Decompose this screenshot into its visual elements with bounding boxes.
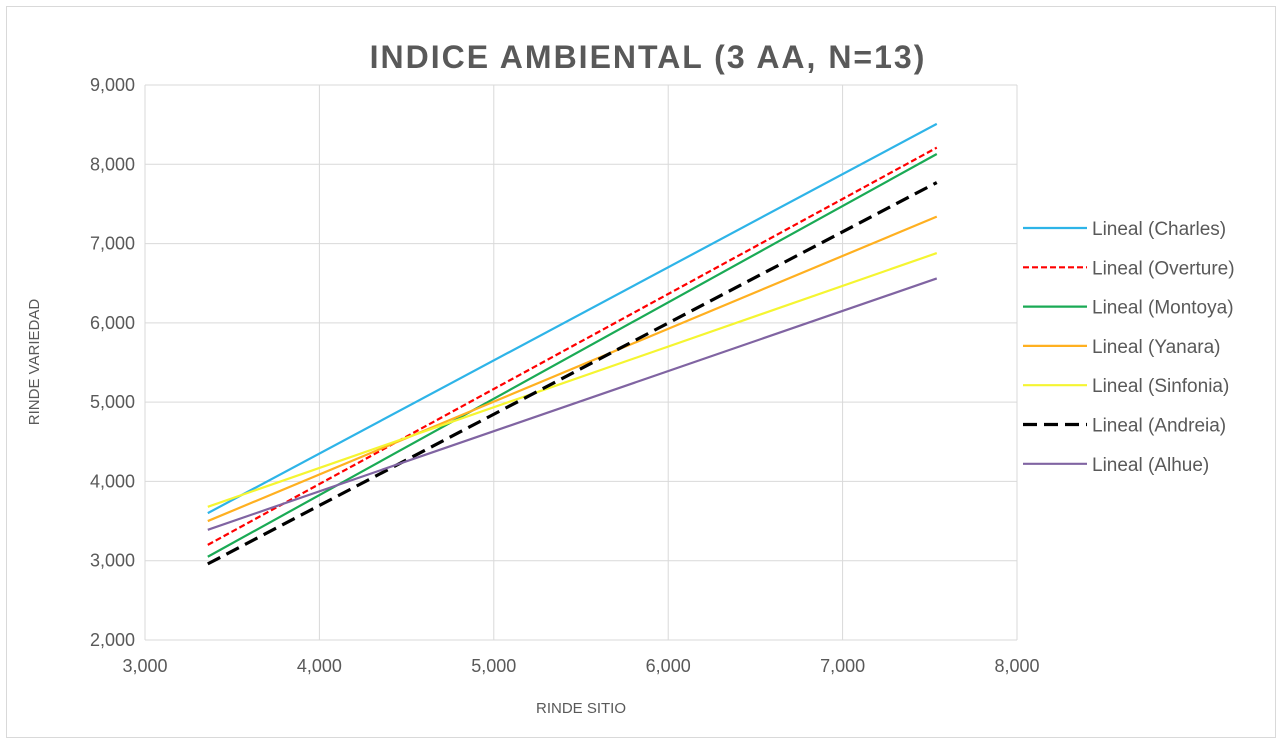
x-tick-label: 6,000 — [646, 656, 691, 676]
legend-entry: Lineal (Charles) — [1092, 219, 1226, 240]
chart-frame — [6, 6, 1276, 738]
x-tick-label: 3,000 — [122, 656, 167, 676]
y-tick-label: 5,000 — [90, 392, 135, 412]
legend-entry: Lineal (Alhue) — [1092, 455, 1209, 476]
series-line — [207, 146, 938, 546]
legend-entry: Lineal (Andreia) — [1092, 416, 1226, 437]
y-tick-label: 4,000 — [90, 471, 135, 491]
series-line — [207, 252, 938, 508]
y-tick-label: 6,000 — [90, 313, 135, 333]
series-line — [207, 181, 938, 566]
x-axis-label: RINDE SITIO — [536, 700, 626, 717]
x-tick-label: 4,000 — [297, 656, 342, 676]
legend-entry: Lineal (Montoya) — [1092, 298, 1234, 319]
y-axis-label: RINDE VARIEDAD — [26, 299, 43, 426]
x-tick-labels: 3,000 4,000 5,000 6,000 7,000 8,000 — [122, 656, 1039, 676]
x-tick-label: 7,000 — [820, 656, 865, 676]
series-lines — [207, 122, 938, 566]
chart-title: INDICE AMBIENTAL (3 AA, N=13) — [370, 39, 927, 75]
y-tick-labels: 2,000 3,000 4,000 5,000 6,000 7,000 8,000 9,000 — [90, 75, 135, 650]
y-tick-label: 8,000 — [90, 154, 135, 174]
legend: Lineal (Charles) Lineal (Overture) Lineal … — [1023, 219, 1235, 476]
legend-entry: Lineal (Overture) — [1092, 258, 1235, 279]
x-tick-label: 8,000 — [994, 656, 1039, 676]
y-tick-label: 7,000 — [90, 234, 135, 254]
y-tick-label: 3,000 — [90, 551, 135, 571]
series-line — [207, 122, 938, 515]
y-tick-label: 2,000 — [90, 630, 135, 650]
series-line — [207, 215, 938, 523]
grid — [144, 84, 1018, 641]
legend-entry: Lineal (Sinfonia) — [1092, 376, 1229, 397]
y-tick-label: 9,000 — [90, 75, 135, 95]
x-tick-label: 5,000 — [471, 656, 516, 676]
legend-entry: Lineal (Yanara) — [1092, 337, 1221, 358]
series-line — [207, 277, 938, 531]
series-line — [207, 153, 938, 558]
